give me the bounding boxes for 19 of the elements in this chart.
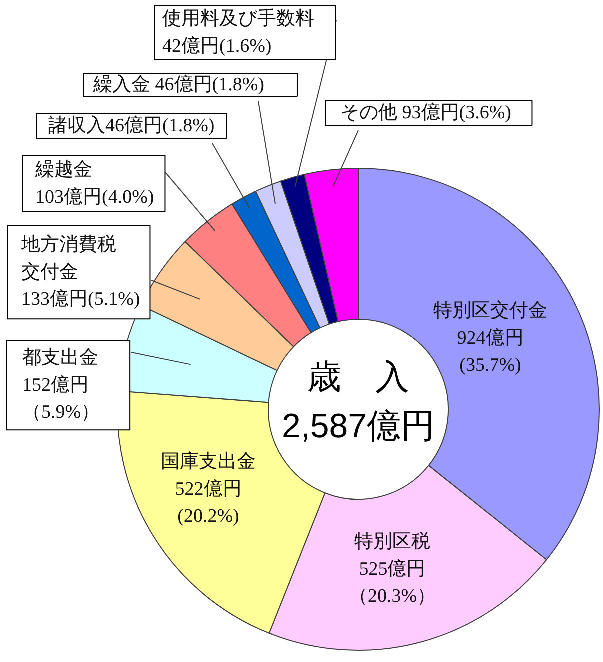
slice-label: 繰越金 [34,160,92,180]
data-label: 42億円(1.6%) [162,36,272,57]
data-label: 924億円 (35.7%) [457,328,524,376]
data-label: 522億円 (20.2%) [175,478,242,528]
data-label: 525億円（20.3%） [348,558,436,608]
slice-label: 繰入金 46億円(1.8%) [92,74,264,96]
slice-label: 特別区交付金 [434,300,548,322]
data-label: 133億円(5.1%) [22,289,140,310]
data-label: 103億円(4.0%) [36,186,154,208]
data-label: 152億円（5.9%） [22,374,100,424]
slice-label: その他 93億円(3.6%) [340,102,512,124]
text: 2,587億円 [282,408,436,446]
slice-label: 国庫支出金 [161,450,256,472]
slice-label: 使用料及び手数料 [162,8,314,30]
text: 歳 入 [308,358,410,396]
slice-label: 特別区税 [354,532,430,552]
slice-label: 地方消費税交付金 [20,234,116,283]
legend-label: 都支出金 [22,348,98,368]
slice-label: 諸収入46億円(1.8%) [48,116,215,136]
